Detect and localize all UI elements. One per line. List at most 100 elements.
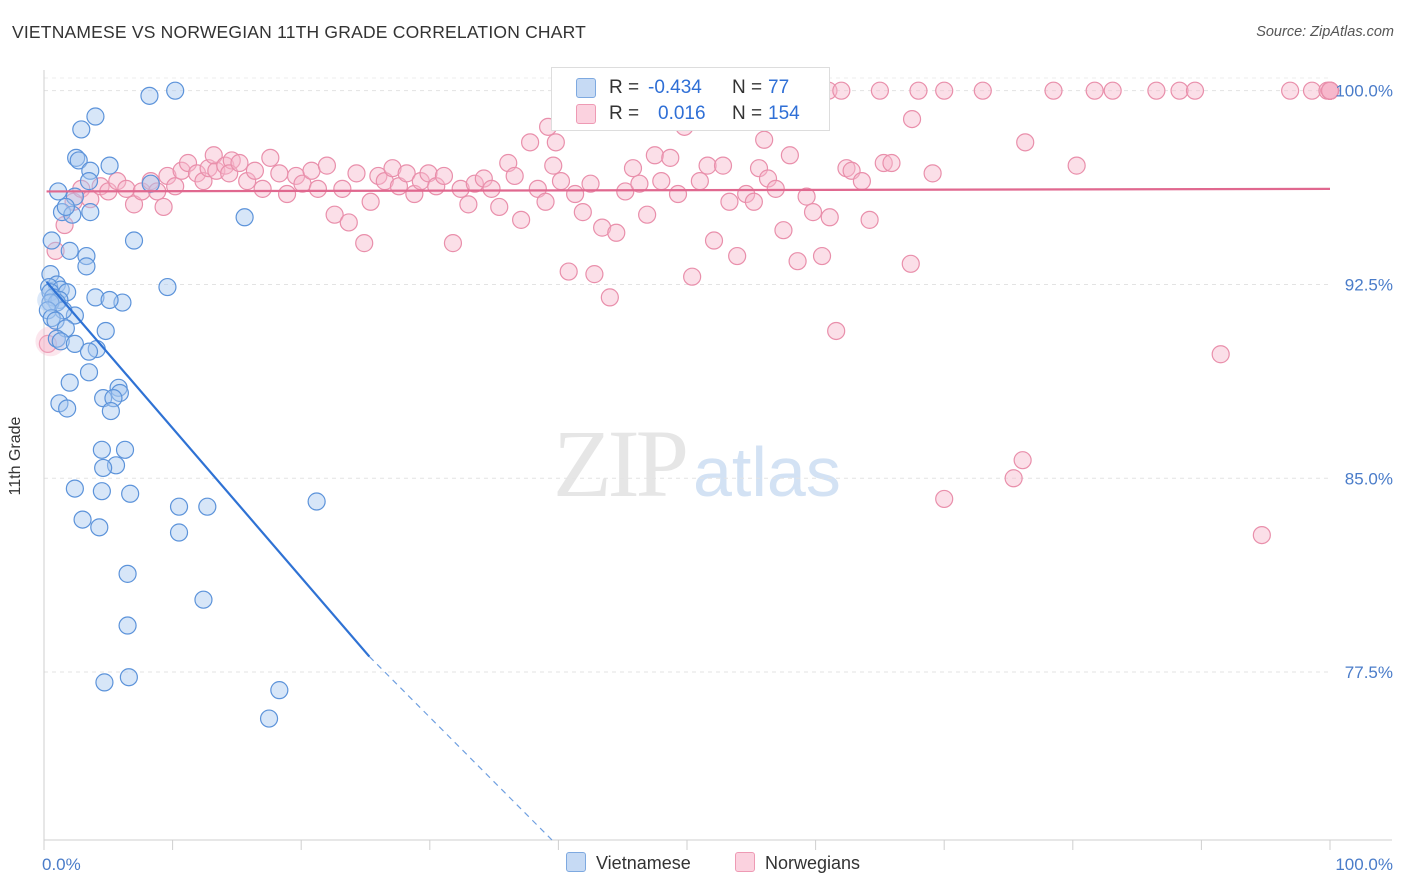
norwegians-point — [780, 146, 799, 165]
vietnamese-point — [79, 172, 99, 191]
vietnamese-point — [65, 334, 84, 353]
norwegians-trend-line — [46, 187, 1331, 193]
norwegians-point — [837, 159, 856, 178]
x-tick-label: 100.0% — [1335, 855, 1393, 874]
norwegians-point — [820, 208, 839, 227]
bottom-legend-norwegians: Norwegians — [735, 852, 860, 874]
vietnamese-point — [69, 151, 88, 170]
norwegians-point — [973, 81, 992, 100]
norwegians-point — [728, 246, 747, 266]
legend-swatch-vietnamese — [576, 78, 596, 98]
norwegians-point — [546, 133, 565, 152]
chart-source: Source: ZipAtlas.com — [1256, 24, 1394, 40]
norwegians-point — [1147, 81, 1166, 100]
norwegians-point — [616, 182, 635, 201]
norwegians-point — [935, 81, 954, 100]
legend-r-value: -0.434 — [648, 77, 702, 98]
legend-row-norwegians: R = 0.016 N = 154 — [552, 101, 829, 127]
norwegians-point — [490, 197, 509, 217]
norwegians-point — [788, 252, 807, 271]
vietnamese-point — [81, 203, 100, 222]
norwegians-point — [544, 156, 563, 175]
vietnamese-point — [100, 156, 119, 175]
vietnamese-point — [115, 440, 135, 459]
vietnamese-point — [270, 681, 289, 700]
norwegians-point — [204, 146, 223, 165]
norwegians-point — [308, 179, 328, 198]
norwegians-point — [383, 159, 402, 178]
norwegians-point — [812, 246, 832, 266]
vietnamese-point — [73, 510, 92, 529]
norwegians-point — [652, 172, 671, 191]
vietnamese-point — [60, 373, 79, 392]
bottom-legend-swatch-vietnamese — [566, 852, 586, 872]
vietnamese-point — [94, 458, 113, 478]
norwegians-point — [1170, 81, 1189, 100]
norwegians-point — [451, 179, 470, 198]
legend-n-label: N = — [732, 77, 763, 98]
norwegians-point — [713, 156, 733, 175]
vietnamese-point — [101, 401, 120, 421]
vietnamese-point — [169, 497, 189, 516]
norwegians-point — [355, 234, 374, 253]
vietnamese-point — [158, 277, 177, 297]
norwegians-point — [683, 267, 702, 286]
norwegians-point — [521, 133, 540, 152]
chart-title: VIETNAMESE VS NORWEGIAN 11TH GRADE CORRE… — [12, 22, 587, 42]
norwegians-point — [505, 166, 524, 186]
norwegians-point — [744, 192, 763, 211]
legend-r-label: R = — [609, 103, 640, 124]
norwegians-point — [277, 184, 297, 204]
vietnamese-point — [86, 107, 105, 126]
norwegians-point — [704, 231, 724, 250]
vietnamese-point — [100, 290, 119, 310]
y-tick-labels: 100.0% 92.5% 85.0% 77.5% — [1335, 82, 1393, 682]
norwegians-point — [230, 153, 249, 173]
legend-n-label: N = — [732, 103, 763, 124]
vietnamese-point — [67, 148, 86, 167]
norwegians-point — [690, 172, 709, 191]
norwegians-point — [909, 81, 928, 100]
norwegians-point — [923, 164, 942, 183]
vietnamese-point — [86, 288, 105, 307]
norwegians-point — [465, 174, 484, 193]
vietnamese-point — [169, 523, 189, 542]
bottom-legend-vietnamese: Vietnamese — [566, 852, 691, 874]
y-tick-label: 85.0% — [1345, 469, 1393, 488]
vietnamese-point — [140, 86, 159, 105]
norwegians-point — [551, 172, 571, 191]
norwegians-point — [434, 166, 454, 186]
vietnamese-point — [119, 668, 138, 687]
norwegians-point — [749, 159, 769, 178]
legend-r-label: R = — [609, 77, 640, 98]
norwegians-point — [178, 153, 198, 173]
vietnamese-point — [166, 81, 185, 100]
norwegians-point — [638, 205, 657, 224]
norwegians-point — [852, 172, 871, 191]
norwegians-point — [882, 153, 901, 173]
norwegians-point — [1281, 81, 1300, 100]
norwegians-point — [860, 210, 879, 229]
vietnamese-point — [77, 246, 96, 266]
vietnamese-point — [307, 492, 326, 511]
legend-swatch-norwegians — [576, 104, 596, 124]
norwegians-point — [1013, 451, 1032, 470]
vietnamese-point — [96, 321, 115, 341]
x-tick-labels: 0.0% 100.0% — [42, 855, 1393, 874]
norwegians-point — [397, 164, 416, 183]
norwegians-point — [698, 156, 717, 175]
stats-legend: R = -0.434 N = 77 R = 0.016 N = 154 — [551, 67, 830, 131]
vietnamese-point — [92, 440, 111, 459]
vietnamese-point — [198, 497, 217, 516]
vietnamese-trend-line — [45, 281, 371, 658]
trend-lines — [45, 187, 1331, 841]
norwegians-point — [593, 218, 612, 237]
vietnamese-point — [235, 208, 254, 227]
norwegians-point — [317, 156, 337, 175]
norwegians-point — [874, 153, 893, 173]
norwegians-point — [645, 146, 664, 165]
vietnamese-point — [51, 332, 70, 351]
norwegians-point — [536, 192, 555, 211]
norwegians-point — [443, 234, 463, 253]
